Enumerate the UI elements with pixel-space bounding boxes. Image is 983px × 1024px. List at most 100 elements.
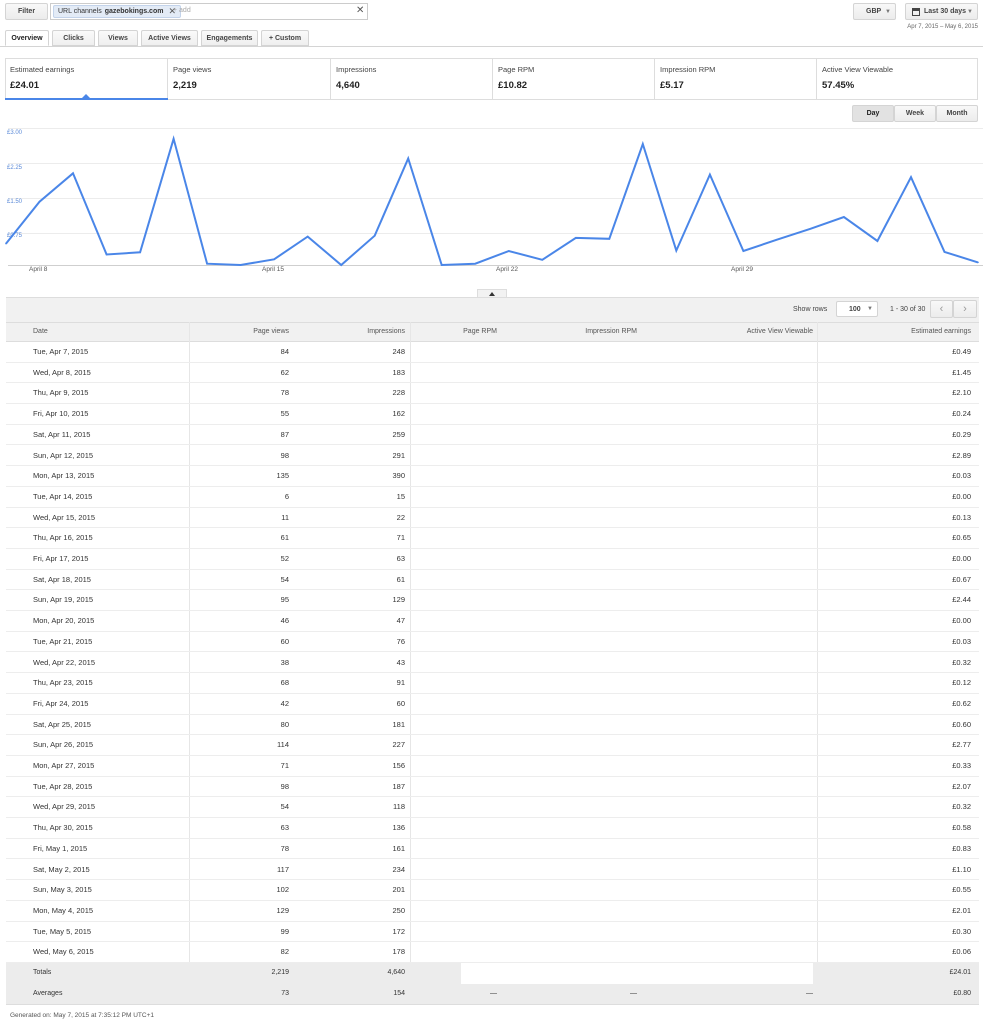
data-point[interactable] xyxy=(172,138,175,140)
cell-date: Sat, Apr 11, 2015 xyxy=(33,429,91,439)
data-point[interactable] xyxy=(306,235,309,238)
metric-label: Impression RPM xyxy=(660,65,716,74)
add-filter-placeholder[interactable]: + add xyxy=(173,7,191,14)
y-tick-label: £2.25 xyxy=(7,165,23,171)
rows-per-page-dropdown[interactable]: 100 ▼ xyxy=(836,301,878,317)
clear-filter-icon[interactable]: ✕ xyxy=(356,5,365,16)
cell-estimated-earnings: £1.45 xyxy=(952,367,971,377)
table-row: Sat, Apr 18, 2015 54 61 £0.67 xyxy=(6,570,979,591)
col-header-page-rpm[interactable]: Page RPM xyxy=(463,328,497,335)
col-header-estimated-earnings[interactable]: Estimated earnings xyxy=(911,328,971,335)
data-point[interactable] xyxy=(943,251,946,253)
metric-active-view-viewable[interactable]: Active View Viewable 57.45% xyxy=(817,59,978,99)
cell-estimated-earnings: £2.44 xyxy=(952,595,971,605)
table-row: Thu, Apr 23, 2015 68 91 £0.12 xyxy=(6,673,979,694)
chevron-left-icon: ‹ xyxy=(939,303,944,315)
totals-gap xyxy=(461,963,813,984)
calendar-icon xyxy=(912,7,920,16)
table-toolbar xyxy=(6,297,979,322)
cell-estimated-earnings: £0.00 xyxy=(952,554,971,563)
currency-dropdown[interactable]: GBP ▼ xyxy=(853,3,896,20)
tab-views[interactable]: Views xyxy=(98,30,138,46)
data-point[interactable] xyxy=(776,238,778,241)
filter-button[interactable]: Filter xyxy=(5,3,48,20)
metric-page-rpm[interactable]: Page RPM £10.82 xyxy=(493,59,655,99)
data-point[interactable] xyxy=(440,264,443,266)
table-row: Sun, Apr 26, 2015 114 227 £2.77 xyxy=(6,735,979,756)
data-point[interactable] xyxy=(843,216,845,218)
table-row: Thu, Apr 9, 2015 78 228 £2.10 xyxy=(6,383,979,405)
data-point[interactable] xyxy=(977,261,979,264)
data-point[interactable] xyxy=(574,237,577,239)
data-point[interactable] xyxy=(910,176,912,179)
cell-impressions: 228 xyxy=(392,388,405,398)
tab-custom[interactable]: + Custom xyxy=(261,30,309,46)
metric-impressions[interactable]: Impressions 4,640 xyxy=(331,59,493,99)
data-point[interactable] xyxy=(642,143,644,145)
table-row: Tue, May 5, 2015 99 172 £0.30 xyxy=(6,922,979,943)
cell-impressions: 22 xyxy=(396,512,405,522)
tab-baseline xyxy=(0,46,983,47)
data-point[interactable] xyxy=(709,173,711,176)
granularity-month-button[interactable]: Month xyxy=(936,105,978,122)
show-rows-label: Show rows xyxy=(793,306,828,313)
data-point[interactable] xyxy=(507,250,510,252)
data-point[interactable] xyxy=(340,264,342,266)
data-point[interactable] xyxy=(675,249,678,252)
tab-overview[interactable]: Overview xyxy=(5,30,49,46)
cell-page-views: 99 xyxy=(280,926,289,936)
data-point[interactable] xyxy=(876,240,879,242)
col-header-impressions[interactable]: Impressions xyxy=(367,328,405,335)
data-point[interactable] xyxy=(474,262,477,265)
data-point[interactable] xyxy=(608,238,611,240)
data-point[interactable] xyxy=(206,262,208,265)
data-point[interactable] xyxy=(72,172,74,175)
filter-chip[interactable]: URL channels gazebokings.com ✕ xyxy=(53,5,181,18)
data-point[interactable] xyxy=(809,227,812,230)
pagination-range: 1 - 30 of 30 xyxy=(890,306,926,313)
chevron-down-icon: ▼ xyxy=(867,306,873,312)
cell-date: Wed, Apr 15, 2015 xyxy=(33,512,95,522)
table-row: Sat, Apr 11, 2015 87 259 £0.29 xyxy=(6,425,979,446)
metric-label: Page views xyxy=(173,65,212,74)
data-point[interactable] xyxy=(407,157,410,160)
cell-page-views: 129 xyxy=(276,905,289,915)
metric-estimated-earnings[interactable]: Estimated earnings £24.01 xyxy=(5,59,168,99)
data-point[interactable] xyxy=(105,253,108,256)
collapse-chart-handle[interactable] xyxy=(477,289,507,298)
close-icon[interactable]: ✕ xyxy=(168,6,176,16)
data-point[interactable] xyxy=(373,234,376,237)
granularity-week-button[interactable]: Week xyxy=(894,105,936,122)
next-page-button[interactable]: › xyxy=(953,300,977,318)
granularity-day-button[interactable]: Day xyxy=(852,105,894,122)
cell-impressions: 129 xyxy=(392,595,405,605)
data-point[interactable] xyxy=(139,251,141,254)
col-header-impression-rpm[interactable]: Impression RPM xyxy=(585,328,637,335)
data-point[interactable] xyxy=(239,264,242,266)
data-point[interactable] xyxy=(38,200,41,203)
cell-estimated-earnings: £0.03 xyxy=(952,471,971,481)
col-header-page-views[interactable]: Page views xyxy=(253,328,289,335)
metric-impression-rpm[interactable]: Impression RPM £5.17 xyxy=(655,59,817,99)
cell-page-views: 61 xyxy=(280,533,289,543)
col-header-date[interactable]: Date xyxy=(33,328,48,335)
date-range-dropdown[interactable]: Last 30 days ▼ xyxy=(905,3,978,20)
cell-impressions: 162 xyxy=(392,409,405,419)
data-point[interactable] xyxy=(5,242,7,245)
cell-estimated-earnings: £0.32 xyxy=(952,657,971,667)
tab-clicks[interactable]: Clicks xyxy=(52,30,95,46)
totals-impressions: 4,640 xyxy=(387,969,405,976)
table-row: Sun, May 3, 2015 102 201 £0.55 xyxy=(6,880,979,901)
data-point[interactable] xyxy=(273,258,275,261)
currency-label: GBP xyxy=(866,8,882,15)
x-tick-label: April 22 xyxy=(496,266,519,273)
prev-page-button[interactable]: ‹ xyxy=(930,300,953,318)
data-point[interactable] xyxy=(541,258,544,261)
tab-engagements[interactable]: Engagements xyxy=(201,30,258,46)
metric-page-views[interactable]: Page views 2,219 xyxy=(168,59,331,99)
col-header-active-view[interactable]: Active View Viewable xyxy=(746,328,813,335)
cell-date: Sat, Apr 18, 2015 xyxy=(33,574,91,584)
tab-active-views[interactable]: Active Views xyxy=(141,30,198,46)
cell-date: Mon, May 4, 2015 xyxy=(33,905,94,915)
data-point[interactable] xyxy=(742,250,745,252)
